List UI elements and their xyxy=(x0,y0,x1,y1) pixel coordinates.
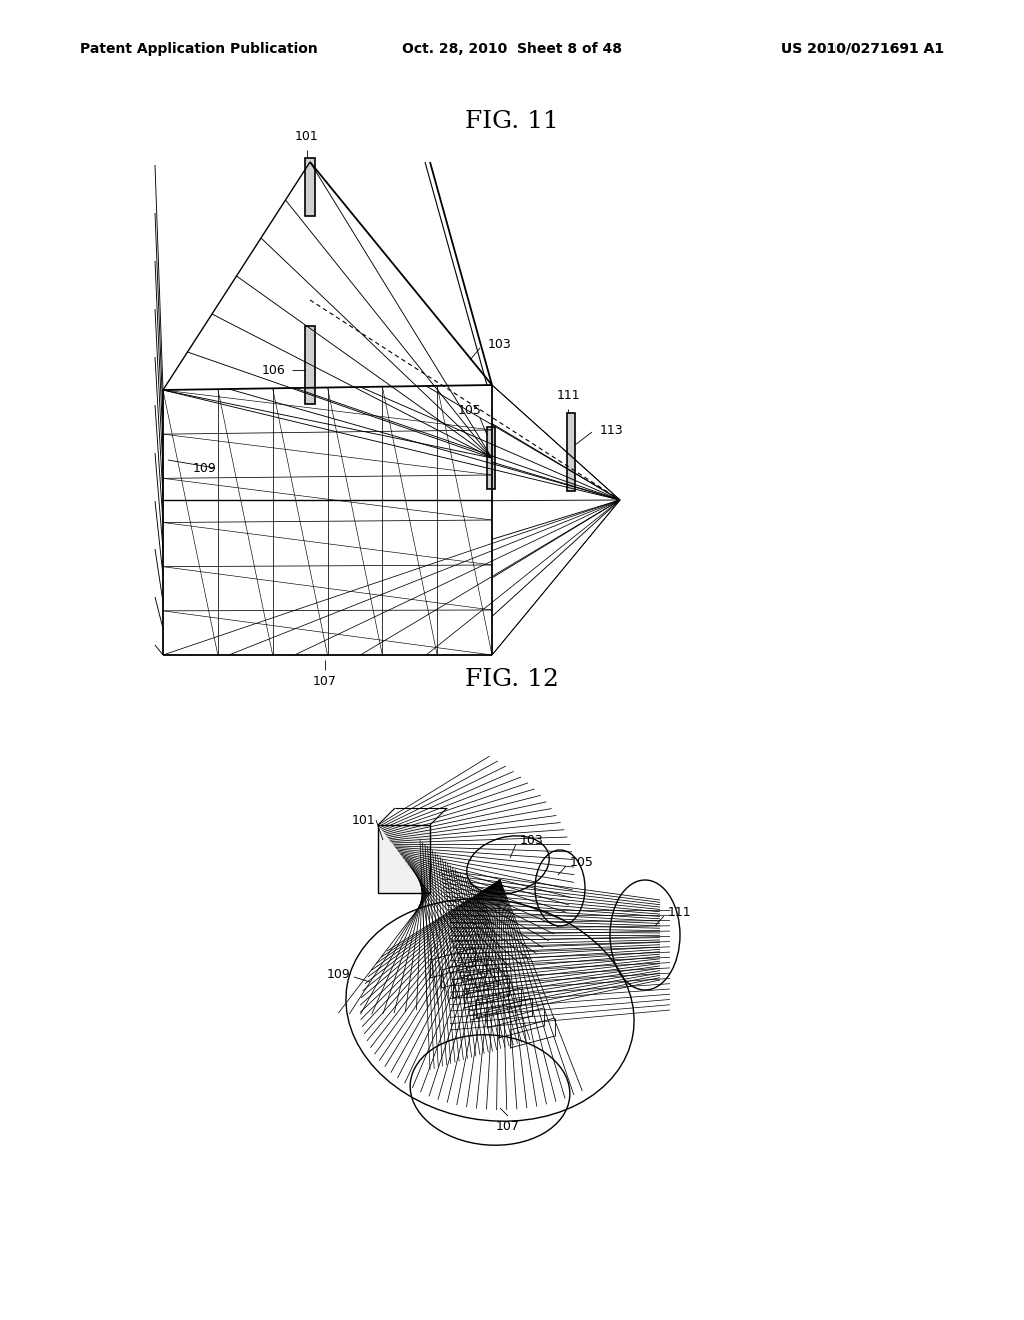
Bar xyxy=(305,326,315,404)
Text: 107: 107 xyxy=(496,1119,520,1133)
Text: 111: 111 xyxy=(668,906,691,919)
Text: 113: 113 xyxy=(600,424,624,437)
Text: Oct. 28, 2010  Sheet 8 of 48: Oct. 28, 2010 Sheet 8 of 48 xyxy=(402,42,622,55)
Text: 109: 109 xyxy=(327,969,350,982)
Text: 105: 105 xyxy=(570,855,594,869)
Text: US 2100/0271691 A1: US 2100/0271691 A1 xyxy=(781,42,944,55)
Text: 101: 101 xyxy=(351,813,375,826)
Bar xyxy=(487,426,495,488)
Text: 111: 111 xyxy=(556,389,580,403)
Bar xyxy=(378,825,430,894)
Text: 109: 109 xyxy=(193,462,217,474)
Text: 103: 103 xyxy=(520,833,544,846)
Text: 103: 103 xyxy=(488,338,512,351)
Text: 101: 101 xyxy=(295,129,318,143)
Text: 106: 106 xyxy=(261,363,285,376)
Text: 105: 105 xyxy=(458,404,482,417)
Text: 107: 107 xyxy=(313,675,337,688)
Text: Patent Application Publication: Patent Application Publication xyxy=(80,42,317,55)
Text: FIG. 11: FIG. 11 xyxy=(465,110,559,133)
Text: US 2010/0271691 A1: US 2010/0271691 A1 xyxy=(781,42,944,55)
Text: US 2100/0271691 A1: US 2100/0271691 A1 xyxy=(781,42,944,55)
Text: FIG. 12: FIG. 12 xyxy=(465,668,559,692)
Bar xyxy=(305,158,315,216)
Bar xyxy=(567,413,575,491)
